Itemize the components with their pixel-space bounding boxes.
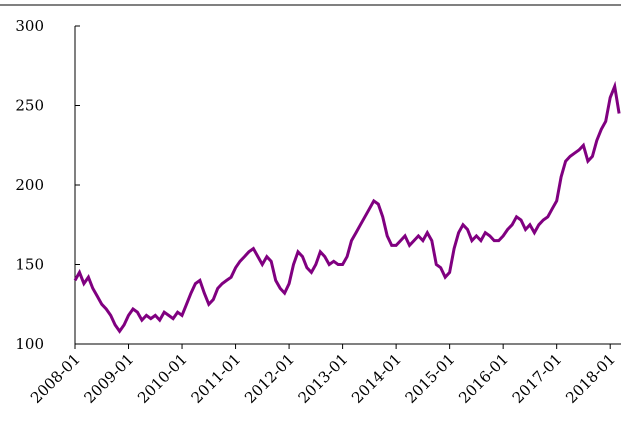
x-tick-label: 2009-01	[81, 350, 138, 407]
x-tick-label: 2017-01	[509, 350, 566, 407]
y-tick-label: 250	[15, 97, 44, 115]
y-tick-label: 300	[15, 17, 44, 35]
x-tick-label: 2010-01	[134, 350, 191, 407]
x-tick-label: 2018-01	[562, 350, 619, 407]
y-tick-label: 200	[15, 176, 44, 194]
line	[73, 80, 621, 334]
x-tick-label: 2015-01	[402, 350, 459, 407]
x-tick-label: 2012-01	[241, 350, 298, 407]
x-tick-label: 2011-01	[188, 350, 245, 407]
x-tick-label: 2008-01	[27, 350, 84, 407]
x-tick-label: 2013-01	[295, 350, 352, 407]
y-tick-label: 100	[15, 335, 44, 353]
x-tick-label: 2016-01	[455, 350, 512, 407]
y-tick-label: 150	[15, 256, 44, 274]
x-tick-label: 2014-01	[348, 350, 405, 407]
